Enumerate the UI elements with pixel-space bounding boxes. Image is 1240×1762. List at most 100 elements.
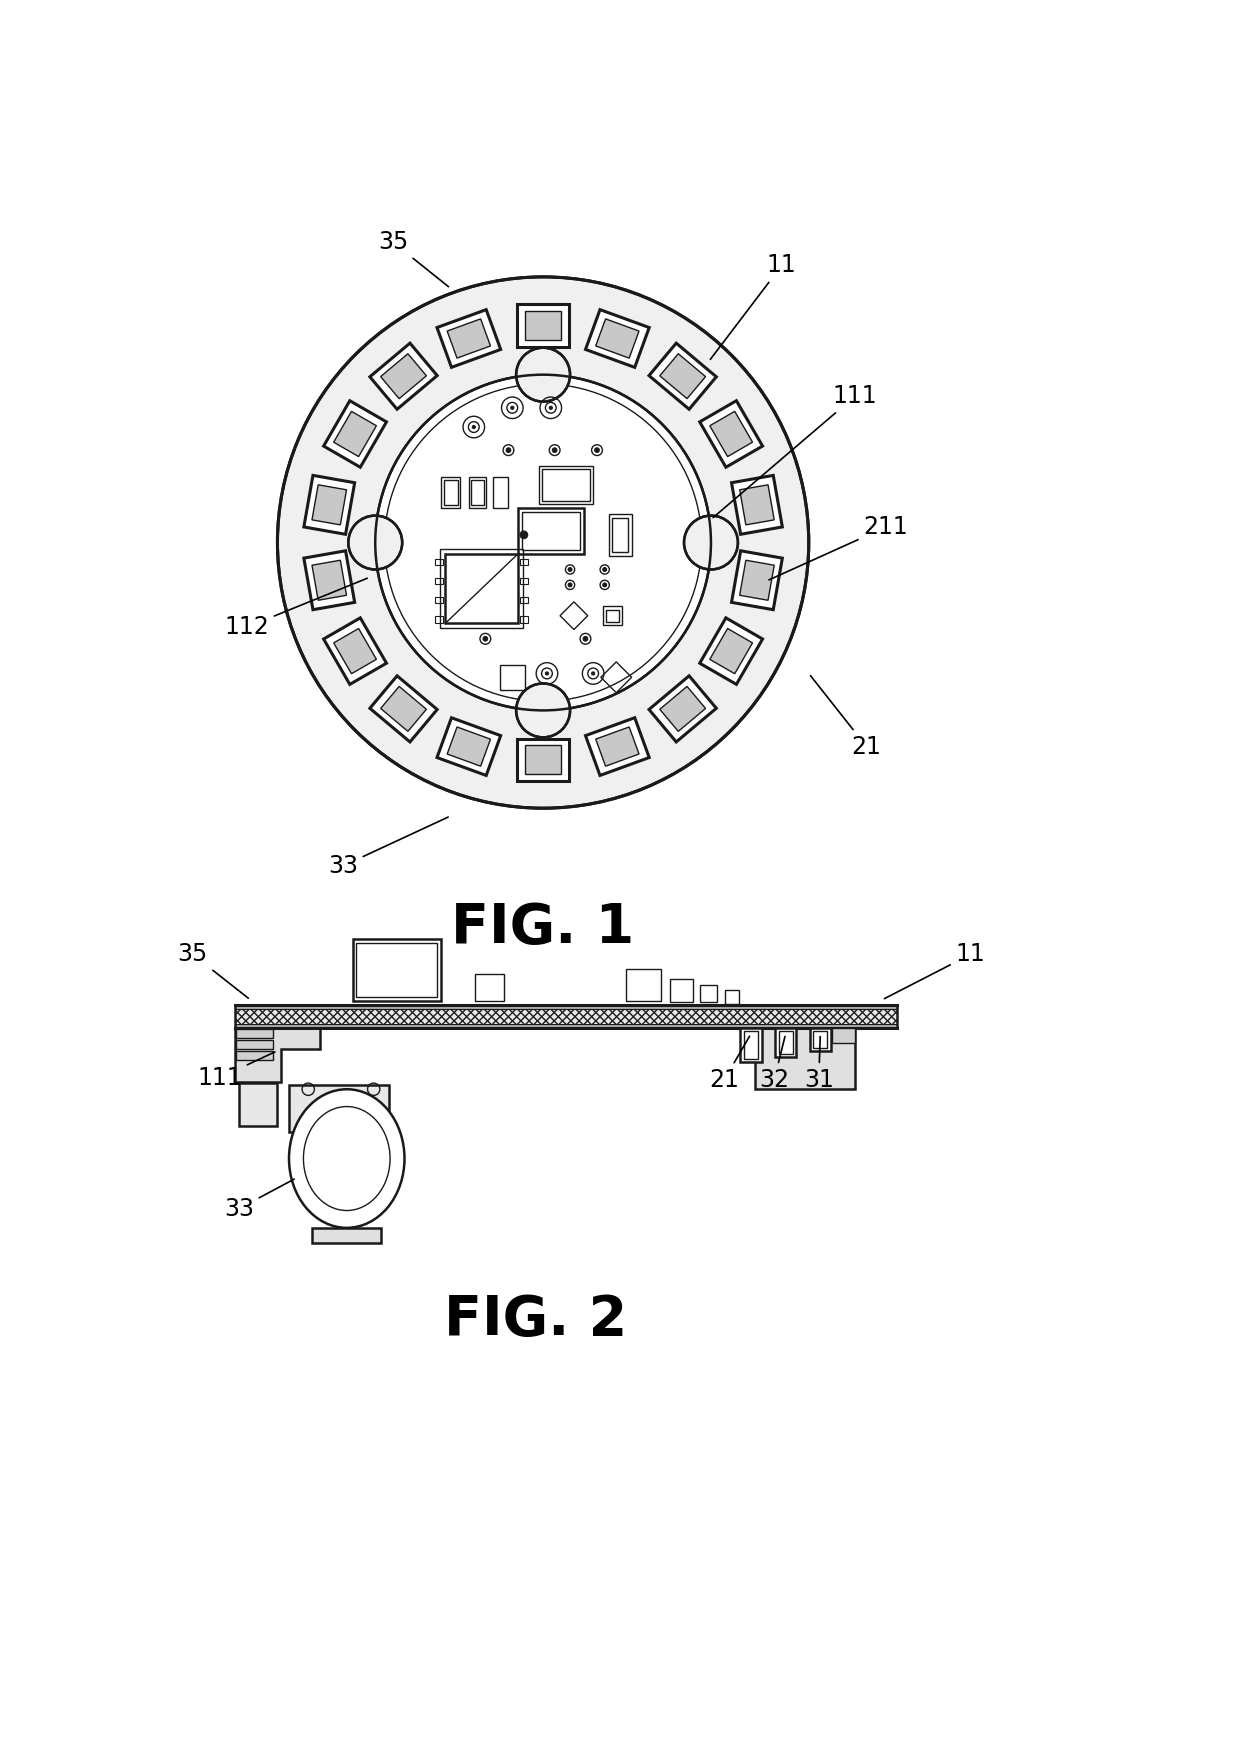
Text: FIG. 2: FIG. 2 xyxy=(444,1293,627,1348)
Text: 111: 111 xyxy=(713,384,877,518)
Circle shape xyxy=(472,425,475,428)
Bar xyxy=(701,985,717,1003)
Bar xyxy=(312,485,346,525)
Circle shape xyxy=(595,448,599,453)
Bar xyxy=(236,1004,898,1010)
Bar xyxy=(517,305,569,347)
Circle shape xyxy=(516,347,570,402)
Text: 21: 21 xyxy=(709,1036,750,1092)
Bar xyxy=(709,629,753,673)
Bar xyxy=(381,687,427,731)
Bar xyxy=(522,511,579,550)
Bar xyxy=(440,550,523,627)
Bar xyxy=(520,578,528,585)
Bar xyxy=(740,485,774,525)
Bar xyxy=(436,310,501,366)
Bar xyxy=(744,1031,758,1059)
Circle shape xyxy=(549,407,552,409)
Bar xyxy=(441,478,460,507)
Bar xyxy=(444,481,458,504)
Circle shape xyxy=(684,516,738,569)
Circle shape xyxy=(583,636,588,641)
Circle shape xyxy=(516,684,570,737)
Bar xyxy=(304,476,355,534)
Bar xyxy=(334,411,377,456)
Bar xyxy=(239,1084,278,1126)
Bar xyxy=(740,560,774,601)
Bar xyxy=(370,344,438,409)
Circle shape xyxy=(520,530,528,539)
Bar xyxy=(236,1008,898,1024)
Bar xyxy=(725,990,739,1004)
Bar xyxy=(236,1024,898,1027)
Bar xyxy=(236,1050,273,1061)
Bar xyxy=(520,559,528,566)
Bar xyxy=(445,553,518,624)
Text: 32: 32 xyxy=(759,1036,789,1092)
Bar xyxy=(469,478,486,507)
Bar xyxy=(289,1085,389,1131)
Circle shape xyxy=(568,583,572,587)
Bar xyxy=(699,618,763,684)
Circle shape xyxy=(568,567,572,571)
Bar xyxy=(356,943,438,997)
Bar xyxy=(435,578,443,585)
Bar xyxy=(436,717,501,775)
Bar xyxy=(370,677,438,742)
Bar xyxy=(626,969,661,1001)
Bar xyxy=(542,469,590,500)
Bar xyxy=(334,629,377,673)
Text: 31: 31 xyxy=(804,1036,833,1092)
Text: 21: 21 xyxy=(811,675,882,759)
Circle shape xyxy=(603,567,606,571)
Bar xyxy=(755,1027,854,1089)
Bar xyxy=(435,617,443,622)
Bar xyxy=(813,1031,827,1048)
Bar xyxy=(324,400,387,467)
Bar xyxy=(526,312,560,340)
Bar xyxy=(520,597,528,603)
Circle shape xyxy=(278,277,808,809)
Bar xyxy=(236,1008,898,1024)
Bar xyxy=(660,354,706,398)
Bar xyxy=(585,717,650,775)
Bar xyxy=(649,677,717,742)
Bar xyxy=(435,559,443,566)
Bar xyxy=(448,319,491,358)
Text: 35: 35 xyxy=(177,943,248,999)
Bar xyxy=(304,552,355,610)
Text: 33: 33 xyxy=(327,818,448,877)
Bar xyxy=(699,400,763,467)
Circle shape xyxy=(511,407,513,409)
Circle shape xyxy=(603,583,606,587)
Bar xyxy=(606,610,619,622)
Bar xyxy=(740,1027,761,1062)
Bar xyxy=(236,1040,273,1048)
Bar xyxy=(585,310,650,366)
Bar xyxy=(649,344,717,409)
Text: FIG. 1: FIG. 1 xyxy=(451,900,635,955)
Bar xyxy=(520,617,528,622)
Bar xyxy=(832,1027,854,1043)
Bar xyxy=(595,319,639,358)
Bar xyxy=(709,411,753,456)
Circle shape xyxy=(376,375,711,710)
Text: 35: 35 xyxy=(378,231,449,287)
Bar xyxy=(613,518,627,552)
Bar xyxy=(494,478,508,507)
Bar xyxy=(595,728,639,766)
Bar xyxy=(381,354,427,398)
Bar xyxy=(810,1027,831,1050)
Text: 11: 11 xyxy=(711,254,796,359)
Bar xyxy=(779,1031,792,1054)
Circle shape xyxy=(348,516,402,569)
Text: 211: 211 xyxy=(769,515,908,580)
Text: 33: 33 xyxy=(224,1179,294,1221)
Bar xyxy=(475,974,503,1001)
Ellipse shape xyxy=(289,1089,404,1228)
Circle shape xyxy=(484,636,487,641)
Bar xyxy=(670,980,693,1003)
Bar xyxy=(448,728,491,766)
Bar xyxy=(732,476,782,534)
Text: 112: 112 xyxy=(224,578,367,640)
